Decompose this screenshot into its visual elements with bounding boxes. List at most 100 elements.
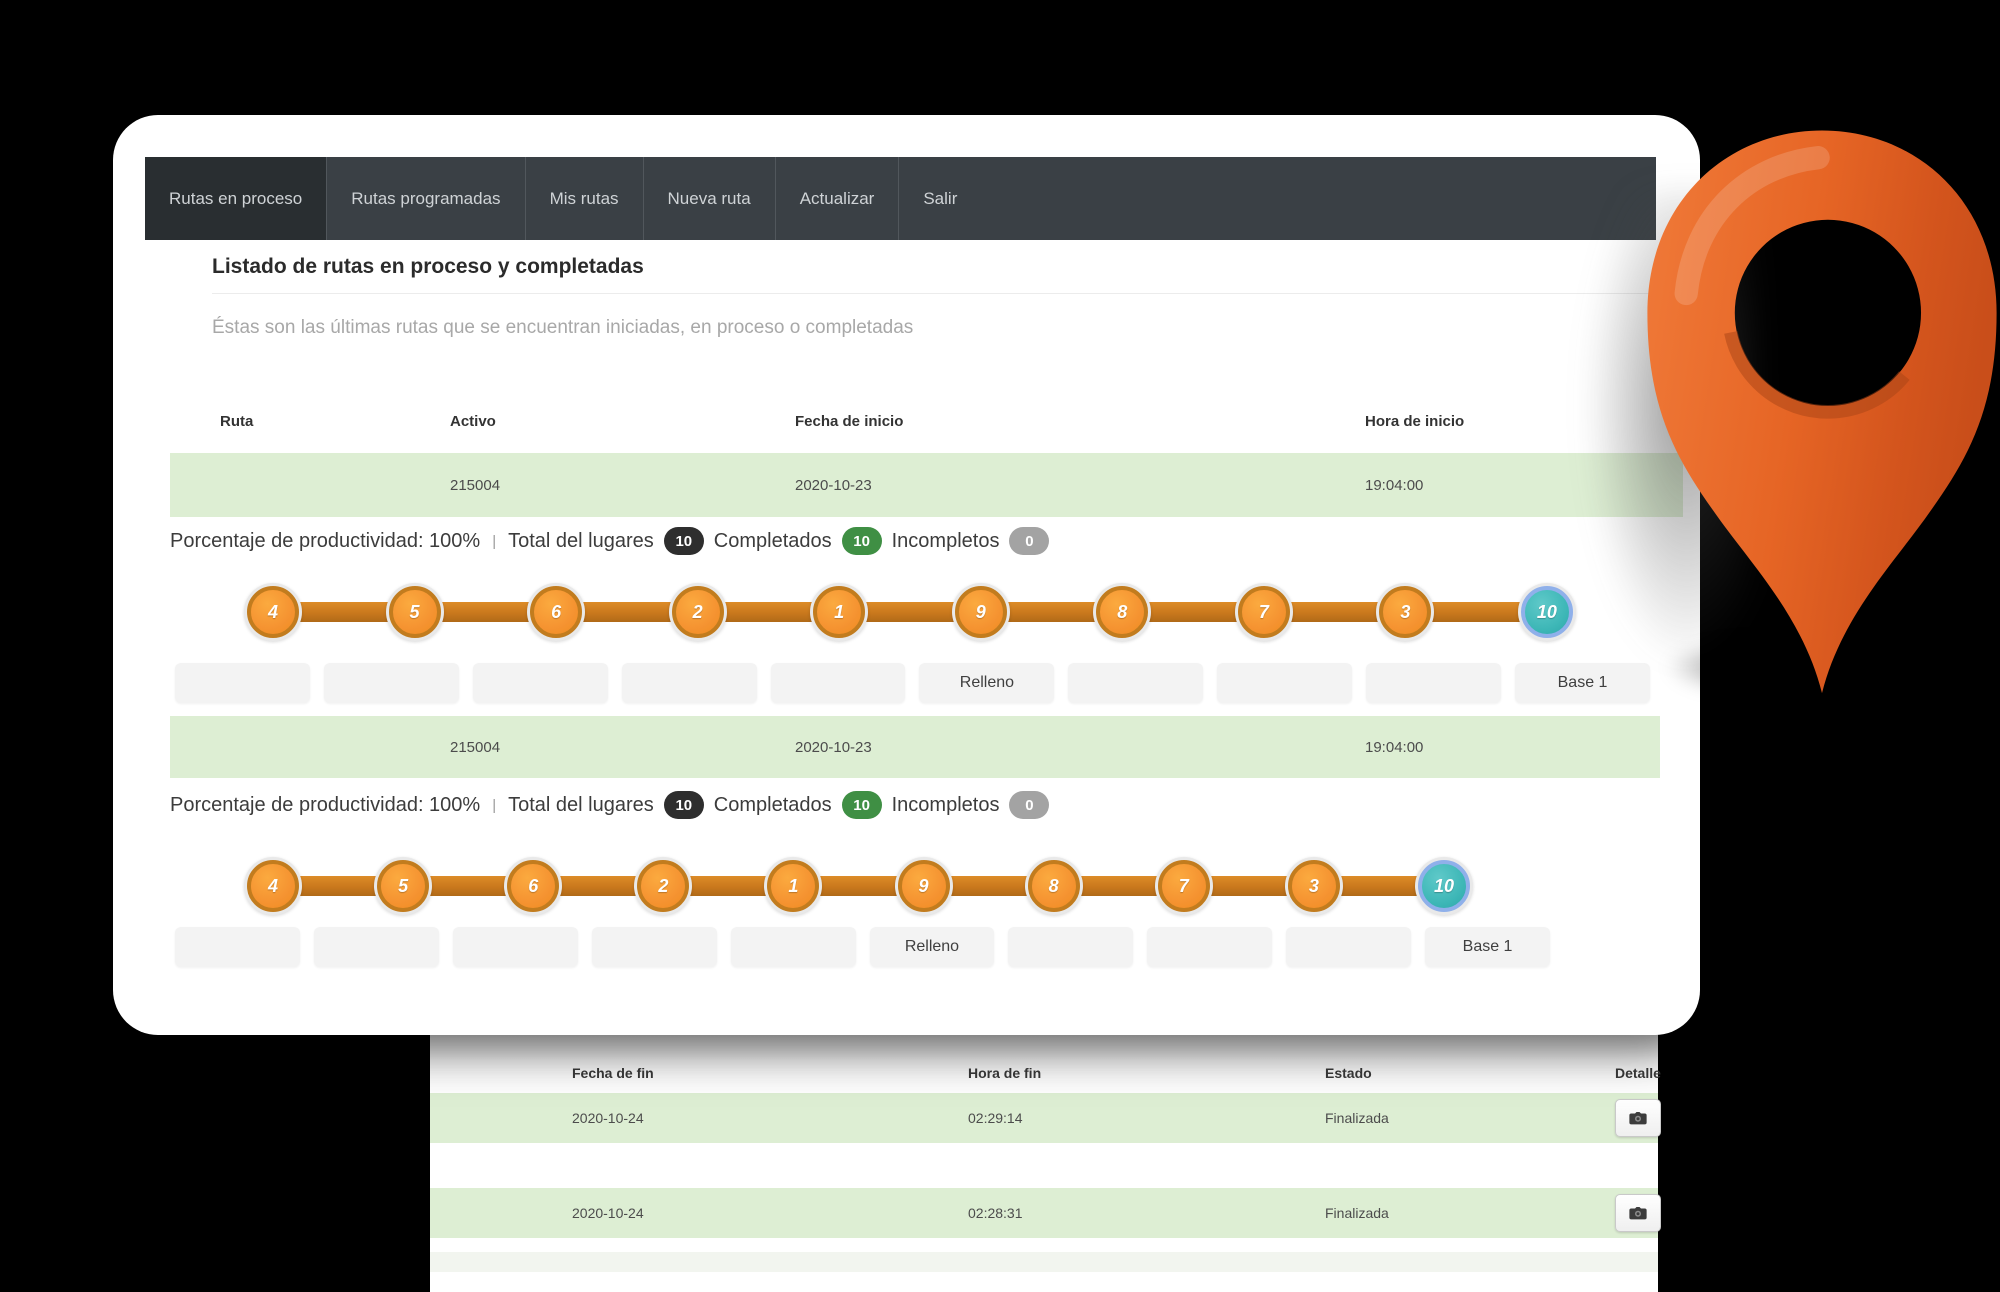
stop-number: 4: [267, 875, 278, 896]
route-stop[interactable]: 7: [1234, 583, 1293, 641]
route-stop[interactable]: 8: [1024, 857, 1083, 915]
stop-label: [472, 663, 608, 703]
table-cell: [170, 716, 400, 778]
table-cell: 215004: [450, 476, 501, 494]
stop-circle: 10: [1520, 586, 1573, 638]
productivity-text: Porcentaje de productividad: 100%: [170, 529, 481, 552]
column-header: Hora de fin: [968, 1065, 1042, 1081]
route-stop[interactable]: 1: [764, 857, 823, 915]
stop-label: [313, 927, 439, 967]
column-header: Activo: [450, 413, 496, 430]
stop-circle: 7: [1157, 860, 1210, 912]
total-places-badge: 10: [663, 527, 704, 555]
route-stop[interactable]: 3: [1284, 857, 1343, 915]
table-cell: 19:04:00: [1365, 476, 1424, 494]
detail-table-header-row: Fecha de fin Hora de fin Estado Detalle: [430, 1065, 1661, 1081]
route-stop[interactable]: 6: [527, 583, 586, 641]
stop-circle: 8: [1096, 586, 1149, 638]
route-row: 215004 2020-10-23 19:04:00: [170, 453, 1683, 517]
completed-badge: 10: [841, 527, 882, 555]
detail-table-row: 2020-10-24 02:28:31 Finalizada: [430, 1188, 1661, 1238]
stop-circle: 9: [897, 860, 950, 912]
productivity-line: Porcentaje de productividad: 100% | Total …: [170, 527, 1050, 555]
route-stop[interactable]: 1: [810, 583, 869, 641]
detalle-cell: [1473, 1188, 1661, 1238]
completed-label: Completados: [713, 529, 832, 552]
stop-circle: 3: [1379, 586, 1432, 638]
stop-label: Base 1: [1425, 927, 1550, 967]
stop-label: [1286, 927, 1412, 967]
stop-number: 8: [1117, 601, 1128, 622]
route-stop[interactable]: 3: [1376, 583, 1435, 641]
stop-label: [452, 927, 578, 967]
detail-button[interactable]: [1615, 1194, 1661, 1232]
navbar: Rutas en proceso Rutas programadas Mis rut…: [145, 157, 1656, 240]
route-connector-bar: [266, 602, 1554, 622]
stop-label: [1068, 663, 1204, 703]
stop-circle: 7: [1237, 586, 1290, 638]
separator: |: [492, 532, 497, 550]
route-stop[interactable]: 8: [1093, 583, 1152, 641]
title-divider: [212, 293, 1652, 294]
route-stop[interactable]: 2: [668, 583, 727, 641]
stop-circle: 10: [1417, 860, 1470, 912]
route-stop-base[interactable]: 10: [1414, 857, 1473, 915]
stop-label: [591, 927, 717, 967]
stop-number: 9: [975, 601, 986, 622]
nav-item-rutas-en-proceso[interactable]: Rutas en proceso: [145, 157, 327, 240]
route-stop[interactable]: 2: [634, 857, 693, 915]
stop-label: [175, 927, 300, 967]
route-row: 215004 2020-10-23 19:04:00: [170, 716, 1660, 778]
total-places-badge: 10: [663, 791, 704, 819]
stop-label: [1147, 927, 1273, 967]
route-stop-base[interactable]: 10: [1517, 583, 1576, 641]
stop-label: [1217, 663, 1353, 703]
route-stop[interactable]: 5: [385, 583, 444, 641]
nav-item-actualizar[interactable]: Actualizar: [774, 157, 899, 240]
nav-item-mis-rutas[interactable]: Mis rutas: [524, 157, 643, 240]
stop-circle: 2: [637, 860, 690, 912]
estado-cell: Finalizada: [1325, 1110, 1389, 1126]
separator: |: [492, 796, 497, 814]
nav-item-rutas-programadas[interactable]: Rutas programadas: [326, 157, 524, 240]
fecha-fin-cell: 2020-10-24: [572, 1205, 644, 1221]
routes-card: Rutas en proceso Rutas programadas Mis rut…: [113, 115, 1700, 1035]
stop-number: 1: [834, 601, 845, 622]
table-cell: 2020-10-23: [795, 476, 872, 494]
page-title: Listado de rutas en proceso y completada…: [212, 255, 644, 278]
stop-circle: 6: [530, 586, 583, 638]
route-progress: 4 5 6 2 1 9 8 7 3 10: [244, 857, 1473, 915]
route-stop[interactable]: 9: [951, 583, 1010, 641]
column-header: Fecha de inicio: [795, 413, 904, 430]
column-header: Fecha de fin: [572, 1065, 654, 1081]
route-connector-bar: [266, 876, 1451, 896]
nav-item-salir[interactable]: Salir: [898, 157, 981, 240]
detail-button[interactable]: [1615, 1099, 1661, 1137]
route-stop[interactable]: 9: [894, 857, 953, 915]
column-header: Estado: [1325, 1065, 1372, 1081]
route-stop[interactable]: 5: [374, 857, 433, 915]
stop-circle: 5: [377, 860, 430, 912]
column-header: Ruta: [220, 413, 254, 430]
stop-label: [1366, 663, 1502, 703]
stop-circle: 6: [507, 860, 560, 912]
route-stop[interactable]: 7: [1154, 857, 1213, 915]
route-stop[interactable]: 4: [244, 857, 302, 915]
page-subtitle: Éstas son las últimas rutas que se encue…: [212, 317, 914, 338]
table-cell: 2020-10-23: [795, 738, 872, 756]
route-stop[interactable]: 6: [504, 857, 563, 915]
stop-label: [730, 927, 856, 967]
stop-label: [1008, 927, 1134, 967]
stop-labels-row: Relleno Base 1: [175, 663, 1650, 703]
route-progress: 4 5 6 2 1 9 8 7 3 10: [244, 583, 1576, 641]
route-stop[interactable]: 4: [244, 583, 302, 641]
stop-number: 3: [1308, 875, 1319, 896]
completed-label: Completados: [713, 793, 832, 816]
completed-badge: 10: [841, 791, 882, 819]
nav-item-nueva-ruta[interactable]: Nueva ruta: [642, 157, 775, 240]
productivity-text: Porcentaje de productividad: 100%: [170, 793, 481, 816]
stop-label: [770, 663, 906, 703]
detail-table-row: 2020-10-24 02:29:14 Finalizada: [430, 1093, 1661, 1143]
stop-circle: 4: [247, 860, 299, 912]
estado-cell: Finalizada: [1325, 1205, 1389, 1221]
